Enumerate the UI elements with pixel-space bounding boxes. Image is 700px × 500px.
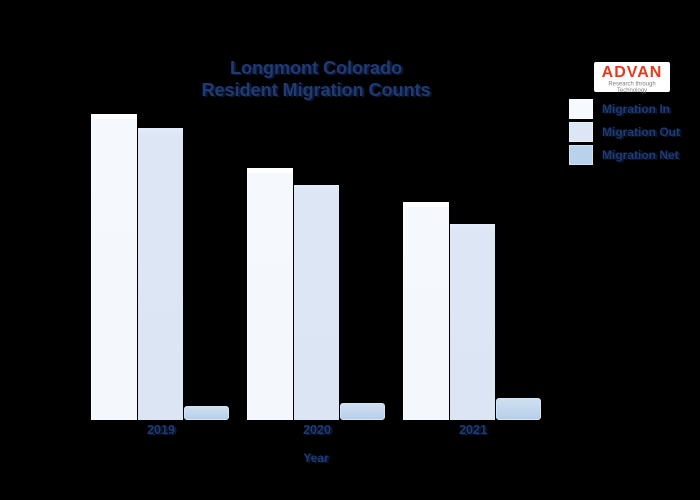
x-tick-2020: 2020 — [303, 423, 331, 437]
legend-swatch-migration-out — [569, 122, 593, 142]
advan-logo: ADVAN Research through Technology — [594, 62, 670, 94]
x-tick-2021: 2021 — [459, 423, 487, 437]
legend-swatch-migration-in — [569, 99, 593, 119]
bar-migration-net-2019 — [184, 406, 229, 420]
bar-migration-net-2021 — [496, 398, 541, 420]
bar-migration-net-2020 — [340, 403, 385, 420]
advan-logo-text: ADVAN — [601, 64, 663, 81]
legend-swatch-migration-net — [569, 145, 593, 165]
legend-label: Migration Net — [602, 148, 679, 162]
legend: Migration In Migration Out Migration Net — [569, 99, 680, 168]
legend-label: Migration In — [602, 102, 670, 116]
bar-migration-out-2021 — [450, 224, 495, 420]
chart-title: Longmont Colorado Resident Migration Cou… — [0, 57, 632, 101]
chart-title-line1: Longmont Colorado — [230, 58, 402, 78]
bar-migration-in-2019 — [92, 114, 137, 420]
advan-logo-tagline: Research through Technology — [608, 81, 656, 94]
bar-migration-out-2020 — [294, 185, 339, 420]
x-axis-title: Year — [303, 451, 329, 465]
bar-migration-in-2020 — [248, 168, 293, 420]
legend-label: Migration Out — [602, 125, 680, 139]
legend-item-migration-net: Migration Net — [569, 145, 680, 165]
bar-migration-in-2021 — [404, 202, 449, 420]
legend-item-migration-out: Migration Out — [569, 122, 680, 142]
bar-migration-out-2019 — [138, 128, 183, 420]
legend-item-migration-in: Migration In — [569, 99, 680, 119]
x-tick-2019: 2019 — [147, 423, 175, 437]
chart-title-line2: Resident Migration Counts — [201, 80, 431, 100]
